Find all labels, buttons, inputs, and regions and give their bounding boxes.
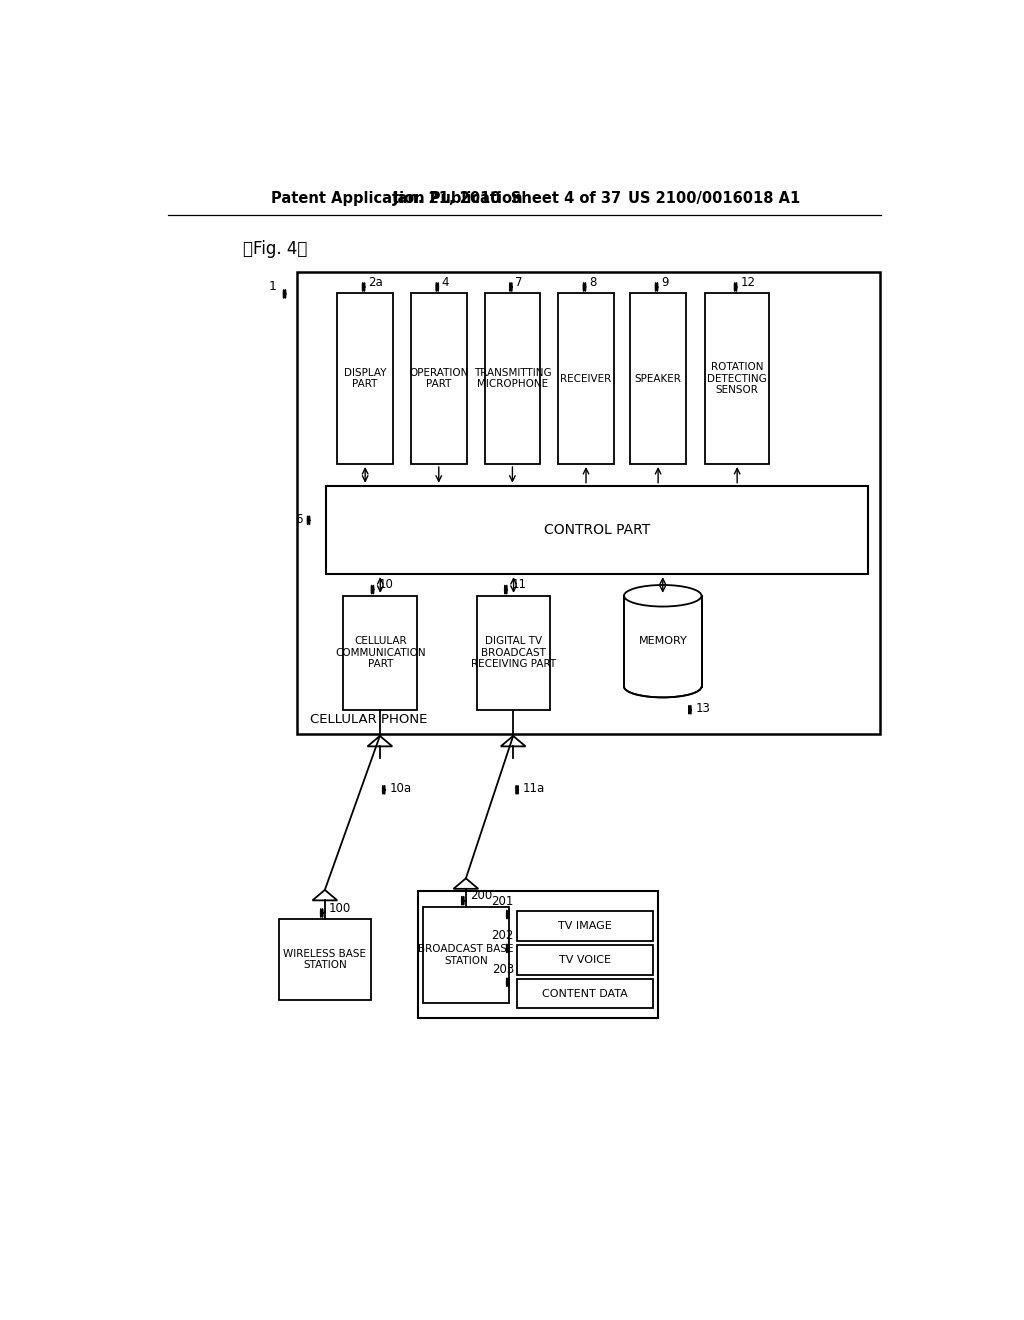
Text: Jan. 21, 2010  Sheet 4 of 37: Jan. 21, 2010 Sheet 4 of 37	[393, 191, 623, 206]
Text: DIGITAL TV
BROADCAST
RECEIVING PART: DIGITAL TV BROADCAST RECEIVING PART	[471, 636, 556, 669]
Text: CELLULAR PHONE: CELLULAR PHONE	[310, 713, 427, 726]
Text: TRANSMITTING
MICROPHONE: TRANSMITTING MICROPHONE	[473, 368, 551, 389]
Text: MEMORY: MEMORY	[638, 636, 687, 647]
Text: 10a: 10a	[389, 781, 412, 795]
Bar	[484, 293, 541, 465]
Text: RECEIVER: RECEIVER	[560, 374, 611, 384]
Text: TV VOICE: TV VOICE	[559, 954, 611, 965]
Text: TV IMAGE: TV IMAGE	[558, 921, 611, 931]
Text: 203: 203	[492, 964, 514, 977]
Bar	[337, 293, 393, 465]
Text: 10: 10	[379, 578, 393, 591]
Bar	[517, 979, 652, 1008]
Text: 7: 7	[515, 276, 523, 289]
Text: CONTENT DATA: CONTENT DATA	[542, 989, 628, 999]
Text: 4: 4	[442, 276, 450, 289]
Text: 【Fig. 4】: 【Fig. 4】	[243, 240, 307, 259]
Bar	[343, 595, 417, 710]
Bar	[517, 911, 652, 941]
Text: ROTATION
DETECTING
SENSOR: ROTATION DETECTING SENSOR	[708, 362, 767, 395]
Text: SPEAKER: SPEAKER	[635, 374, 682, 384]
Bar	[630, 293, 686, 465]
Text: 2a: 2a	[369, 276, 383, 289]
Text: 8: 8	[589, 276, 597, 289]
Text: 100: 100	[329, 902, 351, 915]
Bar	[423, 907, 509, 1003]
Text: OPERATION
PART: OPERATION PART	[409, 368, 468, 389]
Text: 202: 202	[492, 929, 514, 942]
Bar	[517, 945, 652, 974]
Text: DISPLAY
PART: DISPLAY PART	[344, 368, 386, 389]
Bar	[558, 293, 614, 465]
Text: BROADCAST BASE
STATION: BROADCAST BASE STATION	[418, 944, 514, 966]
Bar	[280, 919, 371, 1001]
Text: 200: 200	[470, 890, 492, 903]
Text: 6: 6	[295, 512, 302, 525]
Ellipse shape	[624, 585, 701, 607]
Text: 11: 11	[512, 578, 527, 591]
Bar	[411, 293, 467, 465]
Text: 9: 9	[662, 276, 669, 289]
Bar	[477, 595, 550, 710]
Text: 13: 13	[695, 702, 711, 715]
Bar	[418, 891, 658, 1019]
Bar	[706, 293, 769, 465]
Bar	[326, 486, 868, 574]
Bar	[297, 272, 880, 734]
Text: Patent Application Publication: Patent Application Publication	[271, 191, 523, 206]
Text: CELLULAR
COMMUNICATION
PART: CELLULAR COMMUNICATION PART	[335, 636, 426, 669]
Text: CONTROL PART: CONTROL PART	[544, 523, 650, 537]
Text: US 2100/0016018 A1: US 2100/0016018 A1	[629, 191, 801, 206]
Text: 1: 1	[269, 280, 276, 293]
Bar	[624, 595, 701, 686]
Text: 12: 12	[740, 276, 756, 289]
Text: WIRELESS BASE
STATION: WIRELESS BASE STATION	[284, 949, 367, 970]
Text: 11a: 11a	[522, 781, 545, 795]
Text: 201: 201	[492, 895, 514, 908]
